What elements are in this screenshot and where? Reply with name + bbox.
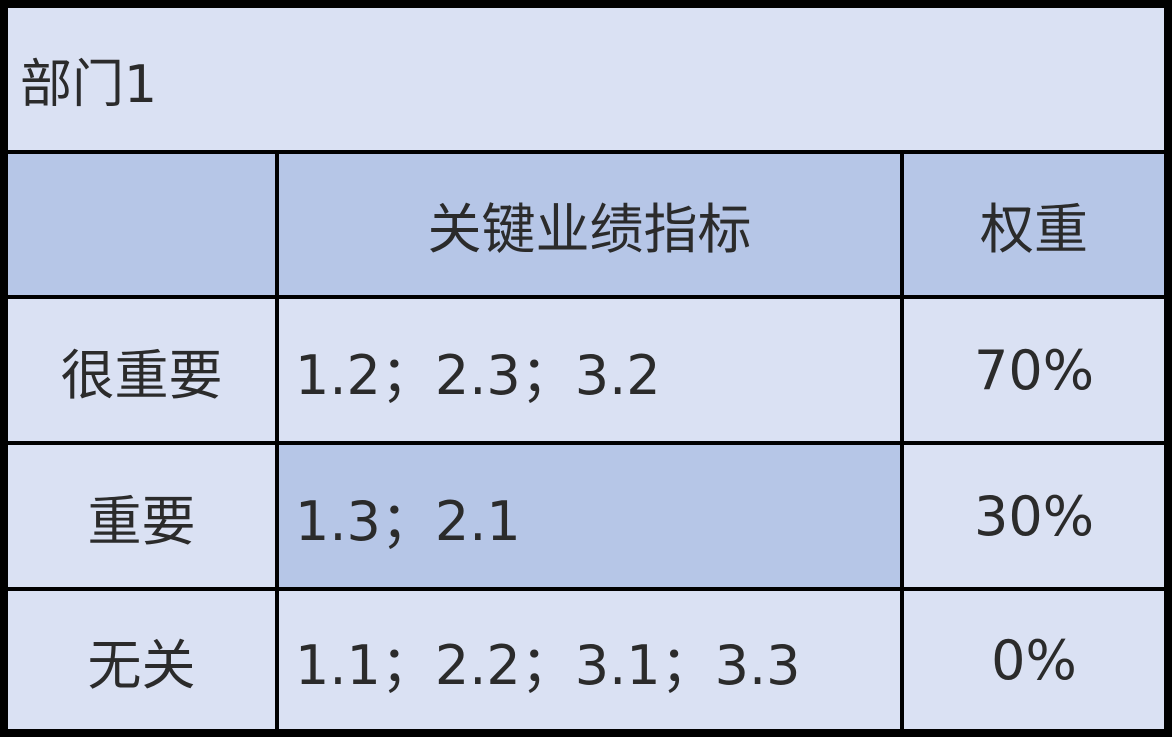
row-indicators: 1.3；2.1: [279, 445, 900, 587]
row-level: 重要: [8, 445, 275, 587]
row-indicators: 1.2；2.3；3.2: [279, 299, 900, 441]
row-level: 很重要: [8, 299, 275, 441]
row-weight: 30%: [904, 445, 1164, 587]
row-level: 无关: [8, 591, 275, 729]
table-title: 部门1: [8, 8, 1164, 150]
header-indicators: 关键业绩指标: [279, 154, 900, 295]
row-weight: 70%: [904, 299, 1164, 441]
header-weight: 权重: [904, 154, 1164, 295]
row-indicators: 1.1；2.2；3.1；3.3: [279, 591, 900, 729]
header-empty: [8, 154, 275, 295]
row-weight: 0%: [904, 591, 1164, 729]
